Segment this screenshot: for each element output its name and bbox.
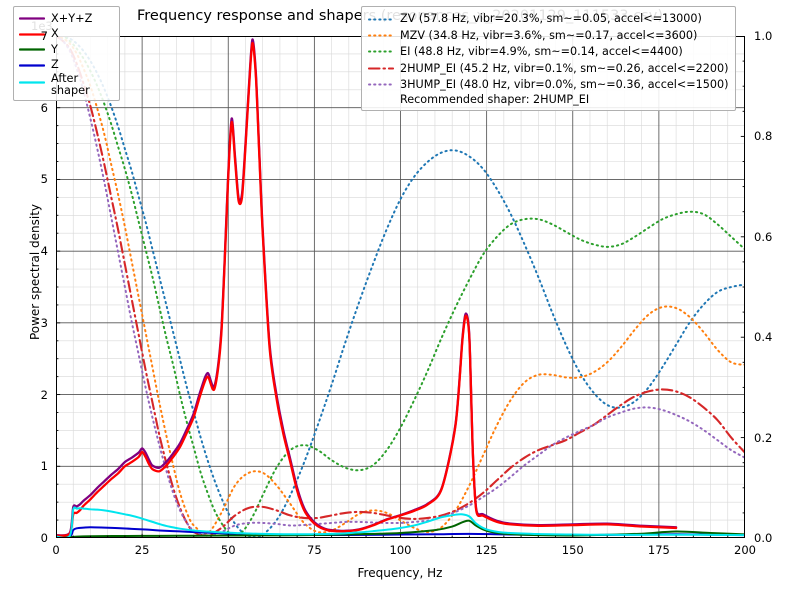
y-tick-label-left: 7 bbox=[40, 29, 48, 43]
legend-item-2hump_ei[interactable]: 2HUMP_EI (45.2 Hz, vibr=0.1%, sm~=0.26, … bbox=[368, 60, 728, 76]
shaper-curve-3hump_ei bbox=[56, 36, 745, 537]
y-tick-label-left: 1 bbox=[40, 459, 48, 474]
x-tick-label: 0 bbox=[52, 543, 60, 557]
legend-line-sample-icon bbox=[19, 60, 45, 71]
y-tick-label-left: 3 bbox=[40, 315, 48, 330]
psd-curves bbox=[56, 38, 745, 538]
legend-item-label: X+Y+Z bbox=[51, 11, 93, 25]
y-tick-label-left: 4 bbox=[40, 244, 48, 259]
legend-item-label: Z bbox=[51, 58, 59, 72]
legend-line-sample-icon bbox=[19, 77, 45, 88]
legend-item-label: X bbox=[51, 27, 59, 41]
y-tick-label-right: 0.0 bbox=[754, 531, 773, 545]
x-tick-label: 25 bbox=[134, 543, 150, 557]
x-tick-label: 150 bbox=[561, 543, 584, 557]
legend-item-z[interactable]: Z bbox=[19, 58, 113, 74]
x-tick-label: 125 bbox=[475, 543, 498, 557]
shaper-response-curves bbox=[56, 36, 745, 538]
y-tick-label-left: 0 bbox=[40, 531, 48, 545]
x-tick-label: 200 bbox=[734, 543, 756, 557]
legend-item-label: EI (48.8 Hz, vibr=4.9%, sm~=0.14, accel<… bbox=[400, 45, 683, 59]
legend-item-y[interactable]: Y bbox=[19, 42, 113, 58]
legend-item-label: After shaper bbox=[51, 72, 90, 97]
legend-shapers[interactable]: ZV (57.8 Hz, vibr=20.3%, sm~=0.05, accel… bbox=[361, 6, 737, 111]
legend-psd[interactable]: X+Y+Z X Y Z After shaper bbox=[13, 6, 120, 102]
y-tick-label-right: 1.0 bbox=[754, 29, 773, 43]
y-tick-label-left: 5 bbox=[40, 172, 48, 187]
legend-item-x[interactable]: X bbox=[19, 27, 113, 43]
legend-item-after-shaper[interactable]: After shaper bbox=[19, 73, 113, 96]
major-gridlines bbox=[56, 36, 745, 538]
legend-line-sample-icon bbox=[368, 79, 394, 90]
y-tick-label-left: 6 bbox=[40, 100, 48, 115]
legend-item-x-y-z[interactable]: X+Y+Z bbox=[19, 11, 113, 27]
shaper-curve-2hump_ei bbox=[56, 36, 745, 537]
legend-item-ei[interactable]: EI (48.8 Hz, vibr=4.9%, sm~=0.14, accel<… bbox=[368, 44, 728, 60]
psd-curve-x bbox=[56, 42, 678, 537]
legend-line-sample-icon bbox=[19, 29, 45, 40]
legend-item-label: ZV (57.8 Hz, vibr=20.3%, sm~=0.05, accel… bbox=[400, 12, 702, 26]
plot-area bbox=[56, 36, 745, 538]
legend-line-sample-icon bbox=[19, 44, 45, 55]
y-tick-label-left: 2 bbox=[40, 387, 48, 402]
shaper-curve-mzv bbox=[56, 36, 745, 535]
y-tick-label-right: 0.6 bbox=[754, 229, 773, 244]
legend-line-sample-icon bbox=[19, 13, 45, 24]
legend-line-sample-icon bbox=[368, 63, 394, 74]
legend-item-mzv[interactable]: MZV (34.8 Hz, vibr=3.6%, sm~=0.17, accel… bbox=[368, 27, 728, 43]
legend-item-label: MZV (34.8 Hz, vibr=3.6%, sm~=0.17, accel… bbox=[400, 28, 698, 42]
x-tick-label: 75 bbox=[307, 543, 322, 557]
y-tick-label-right: 0.8 bbox=[754, 129, 773, 144]
legend-line-sample-icon bbox=[368, 30, 394, 41]
legend-item-zv[interactable]: ZV (57.8 Hz, vibr=20.3%, sm~=0.05, accel… bbox=[368, 11, 728, 27]
x-axis-label: Frequency, Hz bbox=[357, 566, 443, 580]
y-tick-label-right: 0.2 bbox=[754, 430, 773, 445]
y-tick-label-right: 0.4 bbox=[754, 330, 773, 345]
psd-curve-after-shaper bbox=[56, 506, 745, 538]
legend-item-3hump_ei[interactable]: 3HUMP_EI (48.0 Hz, vibr=0.0%, sm~=0.36, … bbox=[368, 77, 728, 93]
legend-item-label: Y bbox=[51, 42, 58, 56]
legend-item-label: 2HUMP_EI (45.2 Hz, vibr=0.1%, sm~=0.26, … bbox=[400, 61, 729, 75]
chart-canvas bbox=[56, 36, 745, 538]
legend-line-sample-icon bbox=[368, 46, 394, 57]
shaper-curve-ei bbox=[56, 36, 745, 536]
legend-item-label: 3HUMP_EI (48.0 Hz, vibr=0.0%, sm~=0.36, … bbox=[400, 77, 729, 91]
x-tick-label: 175 bbox=[647, 543, 670, 557]
legend-line-sample-icon bbox=[368, 14, 394, 25]
x-tick-label: 50 bbox=[220, 543, 236, 557]
x-tick-label: 100 bbox=[389, 543, 412, 557]
shaper-curve-zv bbox=[56, 36, 745, 538]
plot-frame bbox=[56, 36, 745, 538]
recommended-shaper-note: Recommended shaper: 2HUMP_EI bbox=[400, 92, 590, 106]
